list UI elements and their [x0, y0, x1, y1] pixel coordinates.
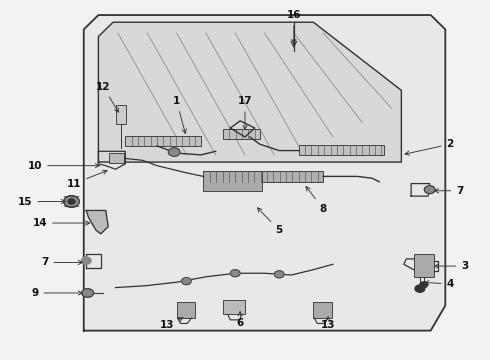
Circle shape: [64, 196, 79, 207]
Bar: [125, 136, 201, 146]
Text: 7: 7: [435, 186, 464, 196]
Text: 16: 16: [287, 10, 301, 44]
Text: 10: 10: [27, 161, 99, 171]
Text: 17: 17: [238, 96, 252, 130]
Bar: [223, 129, 260, 139]
Text: 12: 12: [96, 82, 119, 112]
Text: 6: 6: [237, 312, 244, 328]
Bar: [299, 145, 384, 155]
Bar: [203, 171, 262, 191]
Circle shape: [68, 199, 75, 204]
Circle shape: [168, 148, 180, 156]
Polygon shape: [84, 15, 445, 330]
Text: 7: 7: [41, 257, 82, 267]
Bar: [414, 253, 434, 277]
Polygon shape: [98, 22, 401, 162]
Text: 15: 15: [18, 197, 65, 207]
Bar: [223, 300, 245, 315]
Text: 5: 5: [257, 208, 283, 235]
Polygon shape: [86, 211, 108, 234]
Circle shape: [415, 285, 425, 292]
Bar: [116, 105, 126, 125]
Circle shape: [181, 278, 191, 285]
Text: 13: 13: [160, 318, 183, 330]
Text: 2: 2: [405, 139, 454, 155]
Bar: [109, 153, 124, 163]
Bar: [176, 302, 195, 318]
Circle shape: [82, 289, 94, 297]
Text: 4: 4: [425, 279, 454, 289]
Bar: [203, 171, 323, 182]
Circle shape: [230, 270, 240, 277]
Text: 13: 13: [321, 317, 335, 330]
Circle shape: [424, 186, 435, 194]
Circle shape: [274, 271, 284, 278]
Text: 3: 3: [435, 261, 468, 271]
Circle shape: [81, 257, 91, 264]
Circle shape: [420, 282, 428, 288]
Text: 1: 1: [173, 96, 186, 133]
Text: 8: 8: [306, 186, 327, 214]
Text: 14: 14: [32, 218, 90, 228]
Bar: [314, 302, 332, 318]
Text: 9: 9: [31, 288, 82, 298]
Text: 11: 11: [67, 170, 107, 189]
